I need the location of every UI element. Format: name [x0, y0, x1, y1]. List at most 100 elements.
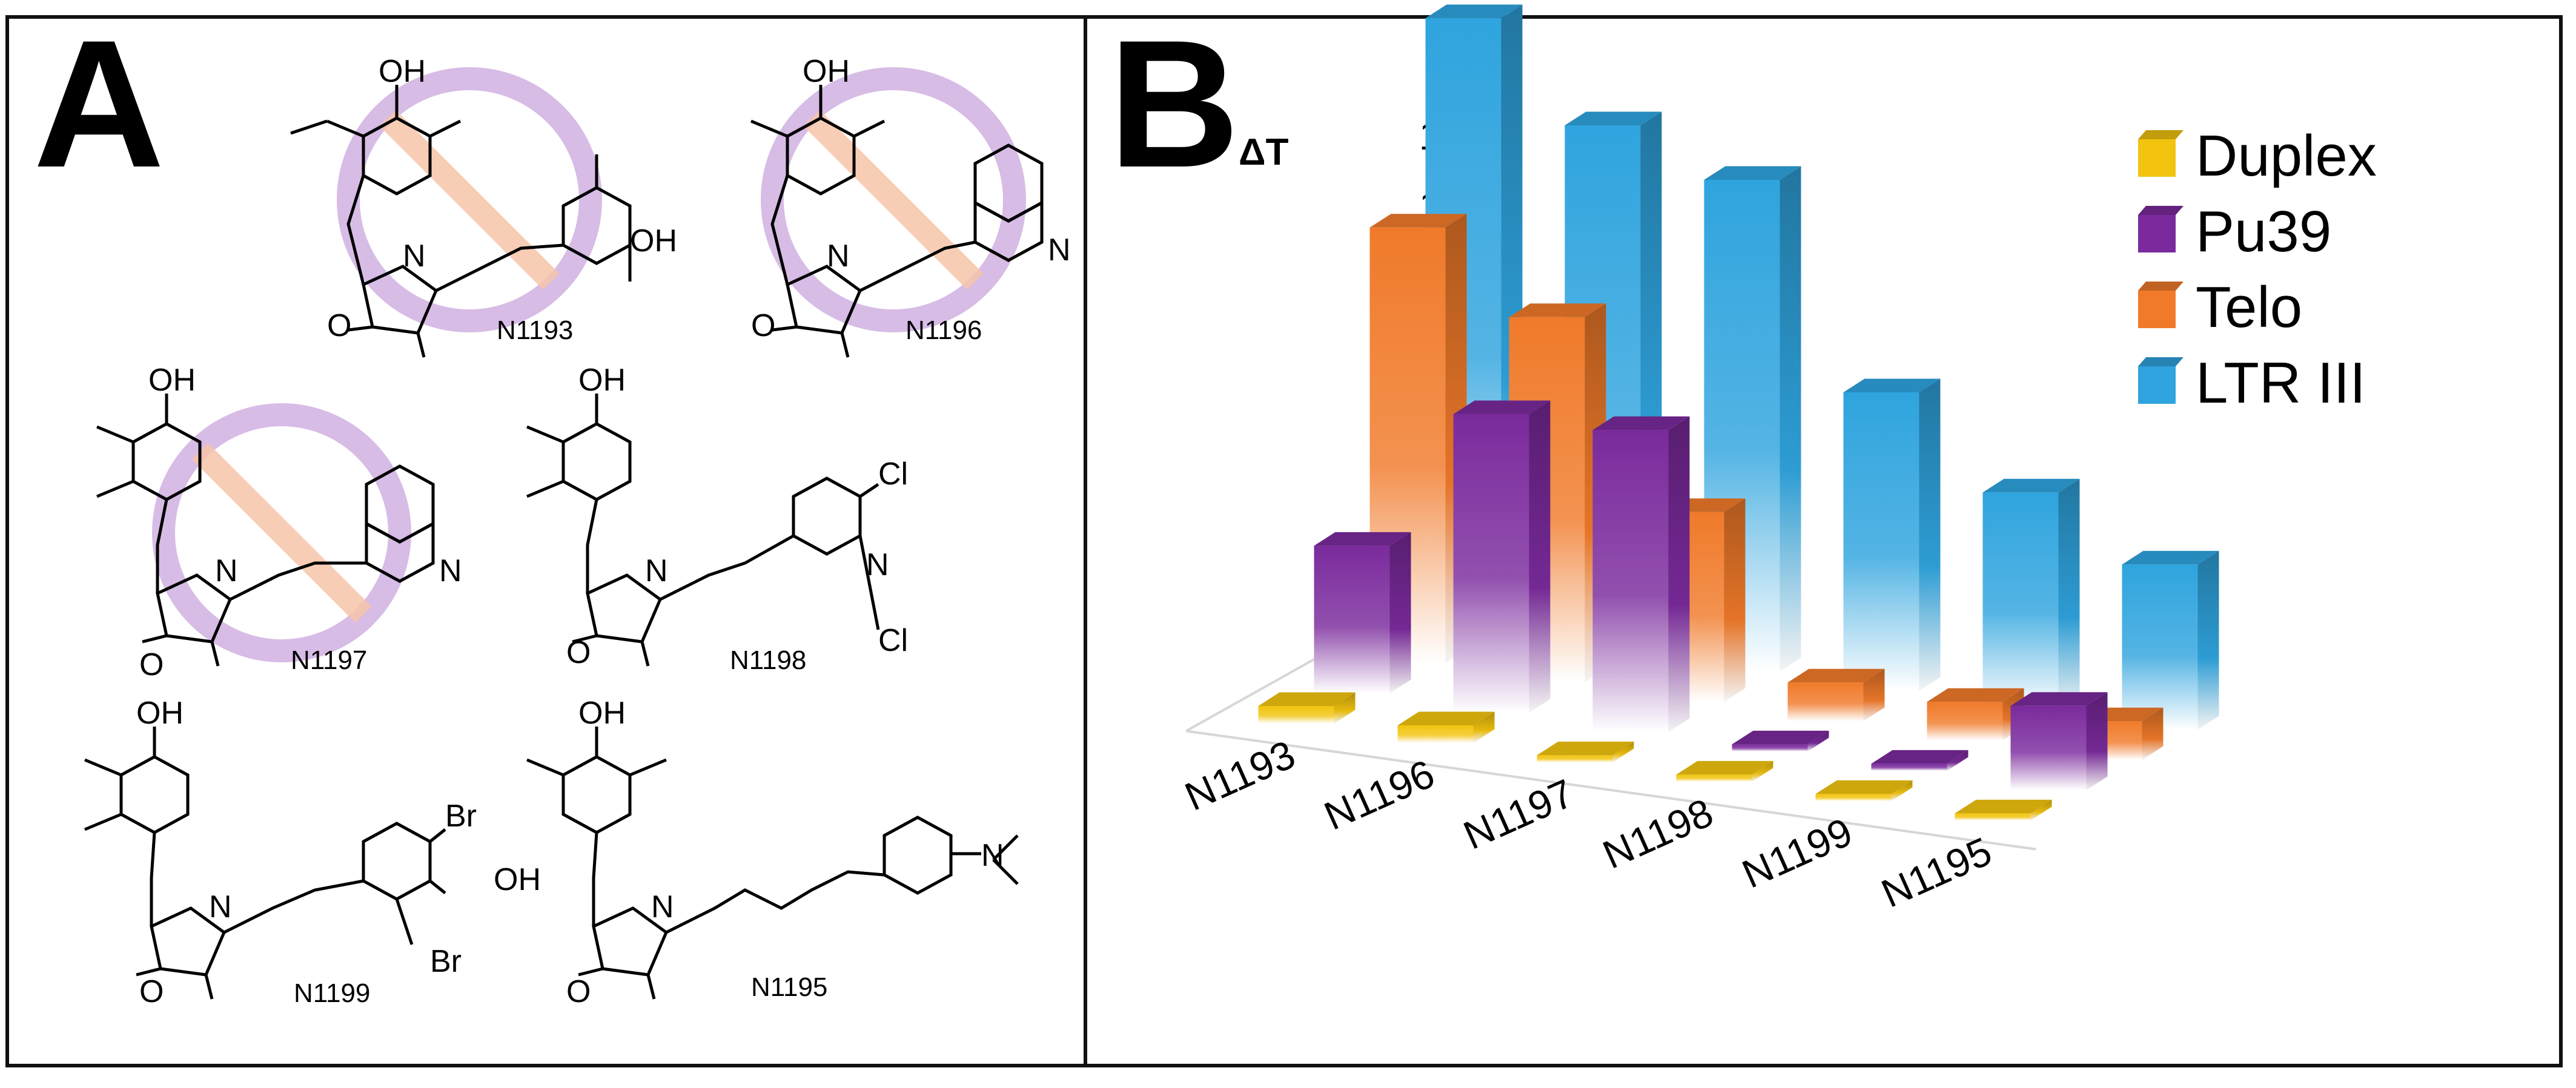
- atom-o: O: [139, 974, 164, 1009]
- pyridine-n1198: [792, 476, 862, 556]
- structures-panel: [84, 67, 1044, 1000]
- bar-side: [1724, 498, 1746, 702]
- atom-o: O: [751, 308, 775, 343]
- bar-top: [1453, 400, 1551, 414]
- bar-front: [1258, 706, 1334, 724]
- bar-top: [1564, 111, 1662, 125]
- linker-a-n1196: [770, 175, 789, 285]
- x-tick-label: N1199: [1735, 809, 1858, 897]
- compound-id: N1198: [730, 645, 806, 675]
- bar-front: [1927, 702, 2003, 740]
- atom-oh: OH: [136, 696, 184, 731]
- linker-b-n1198: [659, 534, 795, 601]
- atom-n: N: [215, 553, 238, 589]
- linker-b-n1197: [229, 561, 366, 601]
- atom-cl: Cl: [878, 457, 908, 492]
- exclusion-bar-n1193: [379, 110, 560, 290]
- x-tick-label: N1198: [1596, 790, 1719, 877]
- imidazolone-n1193: [362, 265, 439, 335]
- compound-id: N1197: [291, 645, 367, 675]
- bar-front: [1871, 763, 1947, 771]
- exclusion-ring-n1193: [337, 67, 602, 332]
- bar-ltr-iii-n1198: [1843, 378, 1941, 691]
- legend-swatch: [2138, 291, 2176, 328]
- bar-front: [2010, 705, 2087, 790]
- bar-front: [1676, 774, 1752, 782]
- linker-b-n1196: [859, 240, 976, 292]
- atom-n: N: [981, 838, 1004, 873]
- bar-front: [1732, 744, 1808, 751]
- linker-b-n1195: [665, 870, 885, 934]
- bar-top: [1955, 799, 2052, 814]
- atom-n: N: [439, 553, 462, 589]
- atom-oh: OH: [379, 54, 426, 89]
- bar-pu39-n1196: [1453, 400, 1551, 713]
- compound-ids: N1193 N1196 N1197 N1198 N1199 N1195: [291, 315, 982, 1008]
- bar-side: [1334, 692, 1356, 724]
- imidazolone-n1198: [586, 573, 663, 644]
- bar-front: [1955, 813, 2031, 820]
- imidazolone-n1199: [150, 906, 227, 977]
- atom-o: O: [566, 635, 591, 670]
- bar-top: [1509, 303, 1606, 317]
- panel-a-label: A: [33, 2, 165, 205]
- bar-top: [1592, 416, 1690, 430]
- bar-top: [1982, 478, 2080, 493]
- bar-top: [1843, 378, 1941, 392]
- legend-item-telo: Telo: [2138, 275, 2302, 340]
- linker-a-n1199: [150, 832, 156, 926]
- linker-a-n1195: [592, 832, 598, 926]
- bar-front: [1982, 492, 2059, 710]
- panel-b-frame: [1084, 15, 2563, 1067]
- compound-id: N1193: [497, 315, 573, 345]
- floor-edge-front: [1186, 730, 2036, 851]
- bar-duplex-n1195: [1955, 799, 2052, 820]
- bar-telo-n1198: [1787, 668, 1885, 721]
- bar-side: [1612, 741, 1634, 762]
- bar-side: [2058, 478, 2080, 710]
- bar-top: [1314, 532, 1411, 546]
- legend-label: Duplex: [2196, 124, 2377, 188]
- x-tick-label: N1195: [1875, 828, 1998, 916]
- bar-top: [1258, 692, 1356, 706]
- imidazolone-n1195: [592, 906, 669, 977]
- bar-top: [1732, 730, 1829, 745]
- bar-side: [2197, 550, 2219, 730]
- bar-side: [2142, 707, 2164, 760]
- atom-n: N: [827, 239, 850, 274]
- bar-top: [2122, 550, 2219, 565]
- structure-n1193: [290, 67, 632, 358]
- atom-o: O: [139, 647, 164, 682]
- bar-side: [1807, 730, 1829, 751]
- chart-bars: [1258, 4, 2219, 820]
- ring-left-n1198: [561, 422, 632, 501]
- x-tick-label: N1197: [1457, 770, 1580, 858]
- atom-oh: OH: [494, 862, 541, 897]
- legend-swatch: [2138, 215, 2176, 252]
- compound-id: N1196: [906, 315, 982, 345]
- exclusion-ring-n1196: [761, 67, 1026, 332]
- bar-side: [1668, 416, 1690, 732]
- bar-pu39-n1195: [2010, 692, 2108, 790]
- bar-top: [2010, 692, 2108, 706]
- atom-oh: OH: [578, 363, 626, 398]
- bar-side: [2086, 692, 2108, 790]
- legend-label: Telo: [2196, 275, 2302, 340]
- atom-o: O: [327, 308, 351, 343]
- atom-br: Br: [445, 799, 477, 834]
- bar-top: [1704, 166, 1801, 180]
- chart-legend: Duplex Pu39 Telo LTR III: [2138, 124, 2377, 415]
- bar-top: [1871, 750, 1968, 764]
- bar-side: [1919, 378, 1941, 691]
- bar-front: [1453, 414, 1529, 713]
- structure-n1198: [526, 394, 880, 667]
- structure-n1199: [84, 727, 446, 1000]
- atom-oh: OH: [148, 363, 196, 398]
- bar-side: [1863, 668, 1885, 721]
- x-tick-label: N1193: [1178, 731, 1301, 819]
- y-axis-label: ΔT: [1239, 131, 1289, 173]
- bar-ltr-iii-n1195: [2122, 550, 2219, 730]
- legend-item-pu39: Pu39: [2138, 199, 2331, 264]
- bar-duplex-n1196: [1397, 711, 1495, 743]
